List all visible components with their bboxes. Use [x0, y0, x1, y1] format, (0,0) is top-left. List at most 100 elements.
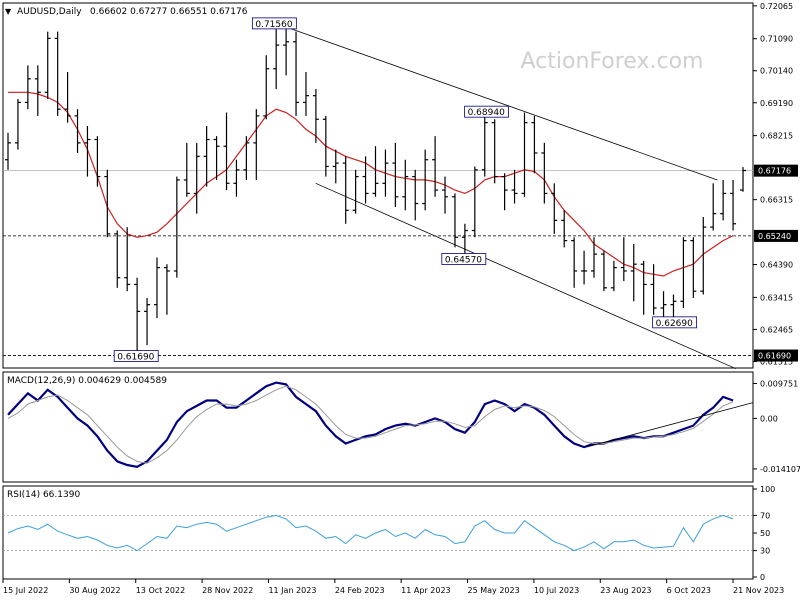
annotation-box [441, 253, 487, 265]
header-triangle-icon: ▼ [5, 7, 12, 16]
ohlc-bar [312, 88, 319, 143]
ohlc-bar [273, 22, 280, 89]
annotation-box [113, 350, 159, 362]
ohlc-bar [511, 169, 518, 204]
ohlc-bar [650, 264, 657, 315]
price-tick-label: 0.62465 [760, 325, 793, 334]
date-axis: 15 Jul 2022 30 Aug 2022 13 Oct 2022 28 Nov … [2, 579, 784, 595]
ohlc-bar [680, 237, 687, 309]
ohlc-bar [193, 142, 200, 214]
trendline-channel-bottom [315, 182, 737, 370]
ohlc-bar [422, 149, 429, 211]
ohlc-bar [332, 149, 339, 184]
date-tick-label: 24 Feb 2023 [335, 586, 385, 595]
ohlc-bar [571, 237, 578, 288]
ohlc-bar [153, 257, 160, 319]
ohlc-bar [432, 136, 439, 197]
level-price-label: 0.65240 [758, 232, 791, 241]
current-price-label: 0.67176 [758, 167, 791, 176]
ohlc-bar [144, 297, 151, 346]
current-price-tag [754, 164, 798, 177]
rsi-tick-label: 100 [760, 485, 775, 494]
ohlc-bar [173, 176, 180, 278]
ohlc-bar [243, 136, 250, 180]
rsi-tick-label: 30 [760, 547, 770, 556]
macd-title: MACD(12,26,9) 0.004629 0.004589 [7, 376, 167, 386]
ohlc-bar [213, 136, 220, 180]
trendlines [274, 22, 737, 370]
ohlc-bar [392, 142, 399, 207]
price-bars [5, 22, 746, 356]
ohlc-bar [322, 115, 329, 177]
ohlc-bar [690, 237, 697, 298]
ohlc-bar [442, 176, 449, 214]
macd-panel [2, 371, 754, 483]
macd-plot [7, 381, 754, 468]
ohlc-bar [104, 169, 111, 238]
rsi-title: RSI(14) 66.1390 [7, 490, 80, 500]
ohlc-bar [293, 31, 300, 116]
trendline-channel-top [274, 22, 718, 181]
price-annotations: 0.71560 0.68940 0.64570 0.62690 0.61690 [113, 17, 698, 363]
annotation-label: 0.68940 [468, 108, 505, 118]
ohlc-bar [591, 237, 598, 278]
macd-trendline [586, 402, 754, 448]
chart-header-ohlc: 0.66602 0.67277 0.66551 0.67176 [90, 7, 248, 17]
date-tick-label: 13 Oct 2022 [136, 586, 185, 595]
ohlc-bar [34, 65, 41, 116]
ohlc-bar [471, 166, 478, 238]
ohlc-bar [283, 28, 290, 76]
level-price-tag [754, 349, 798, 362]
ohlc-bar [382, 149, 389, 197]
date-tick-label: 11 Jan 2023 [268, 586, 316, 595]
ohlc-bar [94, 136, 101, 187]
rsi-tick-label: 70 [760, 511, 770, 520]
price-tick-label: 0.63415 [760, 293, 793, 302]
ohlc-bar [461, 223, 468, 259]
rsi-tick-label: 50 [760, 529, 770, 538]
ohlc-bar [740, 167, 746, 192]
price-tick-label: 0.71090 [760, 35, 793, 44]
date-tick-label: 6 Oct 2023 [667, 586, 711, 595]
chart-header-symbol: AUDUSD,Daily [17, 7, 82, 17]
ohlc-bar [551, 183, 558, 234]
ohlc-bar [5, 132, 11, 170]
ohlc-bar [491, 119, 498, 184]
macd-tick-label: 0.00 [760, 414, 778, 423]
ohlc-bar [134, 277, 141, 356]
level-price-label: 0.61690 [758, 352, 791, 361]
date-tick-label: 30 Aug 2022 [69, 586, 120, 595]
date-tick-label: 23 Aug 2023 [600, 586, 651, 595]
ohlc-bar [720, 179, 727, 221]
annotation-box [652, 316, 698, 329]
ohlc-bar [541, 142, 548, 204]
ohlc-bar [730, 179, 737, 231]
level-price-tag [754, 229, 798, 242]
ohlc-bar [84, 126, 91, 177]
ohlc-bar [54, 31, 61, 116]
ohlc-bar [581, 250, 588, 285]
rsi-axis: 100 70 50 30 0 [753, 485, 775, 582]
ohlc-bar [451, 193, 458, 248]
signal-line [7, 385, 734, 464]
ohlc-bar [352, 169, 359, 214]
ohlc-bar [14, 99, 21, 150]
ohlc-bar [44, 31, 51, 100]
ohlc-bar [620, 237, 627, 282]
ohlc-bar [640, 260, 647, 315]
date-tick-label: 15 Jul 2022 [3, 586, 48, 595]
ohlc-bar [372, 146, 379, 197]
ohlc-bar [610, 260, 617, 292]
price-tick-label: 0.70140 [760, 67, 793, 76]
macd-axis: 0.009751 0.00 -0.014107 [753, 379, 800, 474]
watermark: ActionForex.com [521, 49, 704, 74]
ohlc-bar [501, 173, 508, 211]
annotation-label: 0.64570 [445, 255, 482, 265]
ohlc-bar [263, 55, 270, 120]
price-tick-label: 0.72065 [760, 2, 793, 11]
rsi-plot [3, 514, 753, 552]
rsi-line [7, 514, 734, 552]
ohlc-bar [233, 159, 240, 197]
ohlc-bar [124, 227, 131, 292]
